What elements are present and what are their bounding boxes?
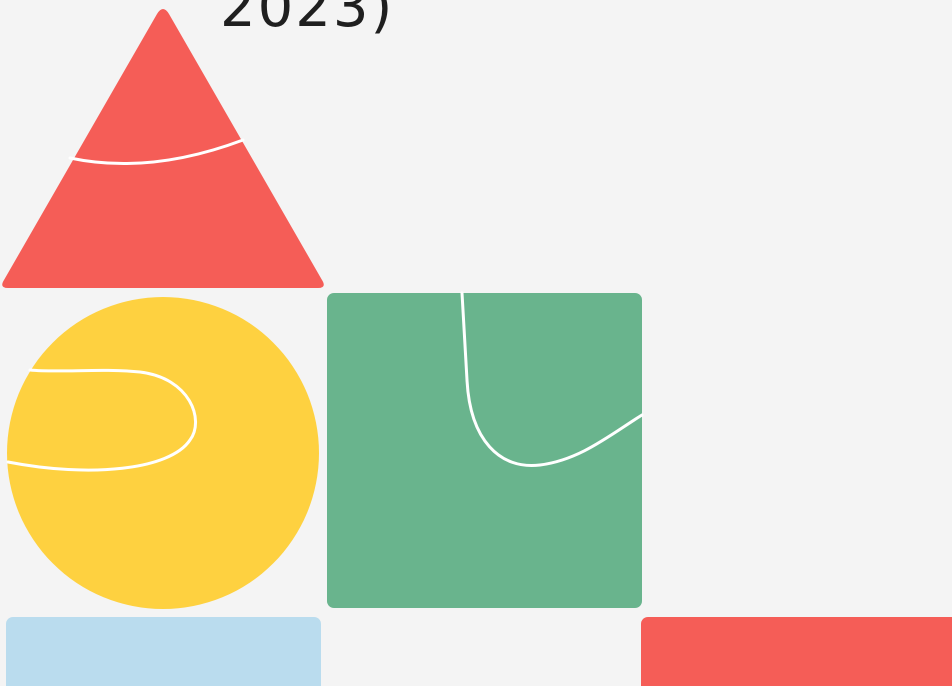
red-block [641, 617, 952, 686]
circle-shape [7, 297, 319, 609]
circle [7, 297, 319, 609]
page-body: {"heading": {"text": "2023)"}} 2023) (()… [0, 0, 952, 686]
illustration: 2023) [0, 0, 952, 686]
square [327, 293, 642, 608]
heading-text: 2023) [220, 0, 394, 40]
page: Shapes html, body { margin: 0; padding: … [0, 0, 952, 686]
square-shape [327, 293, 642, 608]
blue-block [6, 617, 321, 686]
